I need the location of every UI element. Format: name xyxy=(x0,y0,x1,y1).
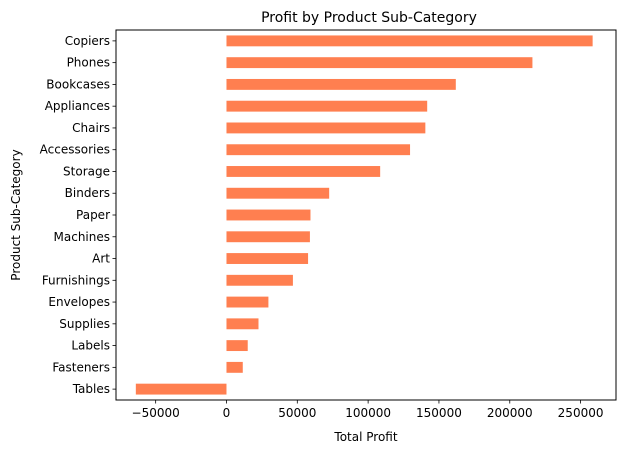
x-tick-label: 0 xyxy=(223,406,231,420)
bar-tables xyxy=(135,383,227,395)
y-tick-label-phones: Phones xyxy=(67,56,110,70)
y-tick-label-paper: Paper xyxy=(76,208,110,222)
y-tick-label-tables: Tables xyxy=(72,382,110,396)
bar-storage xyxy=(226,166,381,177)
x-tick-label: 250000 xyxy=(558,406,604,420)
y-tick-label-accessories: Accessories xyxy=(40,143,110,157)
bar-phones xyxy=(226,57,533,69)
y-axis-label: Product Sub-Category xyxy=(9,149,23,280)
x-axis-ticks: −50000 0 50000 100000 150000 200000 250000 xyxy=(132,400,604,420)
chart-title: Profit by Product Sub-Category xyxy=(261,10,477,26)
bar-labels xyxy=(226,340,248,352)
y-tick-label-chairs: Chairs xyxy=(72,121,110,135)
y-tick-label-copiers: Copiers xyxy=(65,34,110,48)
x-axis-label: Total Profit xyxy=(333,430,397,444)
y-tick-label-envelopes: Envelopes xyxy=(48,295,110,309)
bar-accessories xyxy=(226,144,411,156)
bar-furnishings xyxy=(226,274,293,286)
plot-frame xyxy=(115,29,617,401)
bar-art xyxy=(226,253,309,264)
bar-envelopes xyxy=(226,296,269,308)
y-tick-label-binders: Binders xyxy=(65,186,110,200)
bar-fasteners xyxy=(226,361,243,373)
bar-appliances xyxy=(226,100,428,112)
y-tick-label-supplies: Supplies xyxy=(59,317,110,331)
y-tick-label-furnishings: Furnishings xyxy=(42,273,110,287)
x-tick-label: 50000 xyxy=(278,406,316,420)
bar-chairs xyxy=(226,122,426,134)
x-tick-label: 150000 xyxy=(416,406,462,420)
bar-copiers xyxy=(226,35,593,47)
y-tick-label-appliances: Appliances xyxy=(45,99,110,113)
y-tick-label-labels: Labels xyxy=(71,339,110,353)
y-axis-ticks: Copiers Phones Bookcases Appliances Chairs Ac… xyxy=(40,34,116,396)
bar-binders xyxy=(226,187,330,199)
y-tick-label-machines: Machines xyxy=(54,230,110,244)
bar-supplies xyxy=(226,318,259,330)
y-tick-label-fasteners: Fasteners xyxy=(52,360,110,374)
x-tick-label: 200000 xyxy=(487,406,533,420)
x-tick-label: 100000 xyxy=(345,406,391,420)
bar-bookcases xyxy=(226,78,456,90)
bar-paper xyxy=(226,209,311,221)
y-tick-label-bookcases: Bookcases xyxy=(46,77,110,91)
bar-machines xyxy=(226,231,310,243)
y-tick-label-storage: Storage xyxy=(63,164,110,178)
y-tick-label-art: Art xyxy=(92,252,110,266)
x-tick-label: −50000 xyxy=(132,406,180,420)
bars-group xyxy=(135,35,593,395)
